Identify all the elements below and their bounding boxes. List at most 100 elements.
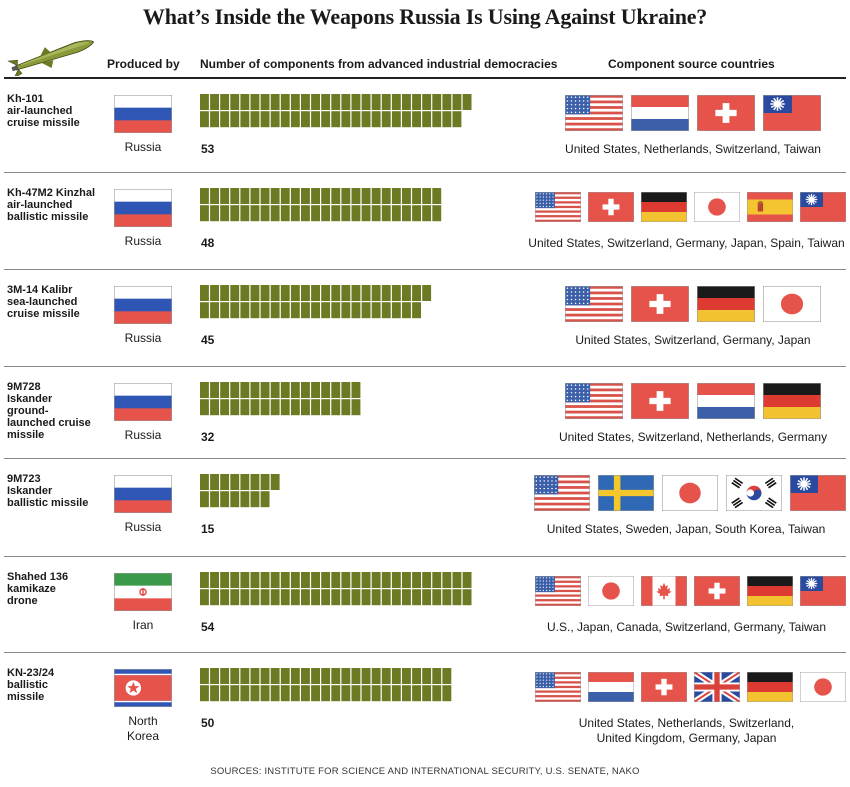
- component-block: [280, 302, 290, 319]
- component-block: [412, 111, 421, 128]
- component-block: [220, 668, 230, 684]
- weapon-name: 3M-14 Kalibr sea-launched cruise missile: [7, 284, 107, 320]
- component-block: [391, 188, 401, 204]
- component-block: [321, 94, 331, 110]
- component-block: [290, 399, 300, 416]
- component-block: [280, 111, 290, 128]
- component-block: [240, 285, 250, 301]
- component-block: [250, 572, 260, 588]
- component-block: [270, 285, 280, 301]
- component-block: [391, 685, 401, 702]
- component-block: [230, 589, 240, 606]
- component-block: [250, 474, 260, 490]
- us-flag-icon: [535, 192, 581, 222]
- component-block: [230, 685, 240, 702]
- weapon-name-line: missile: [7, 691, 45, 703]
- component-block: [412, 685, 421, 702]
- component-block: [412, 205, 421, 222]
- component-block: [220, 205, 230, 222]
- component-block: [361, 302, 371, 319]
- header-produced-by: Produced by: [107, 57, 180, 71]
- component-block: [391, 285, 401, 301]
- component-block: [240, 94, 250, 110]
- component-block: [240, 491, 250, 508]
- component-block: [230, 285, 240, 301]
- component-block: [391, 589, 401, 606]
- switzerland-flag-icon: [588, 192, 634, 222]
- netherlands-flag-icon: [631, 95, 689, 131]
- component-block: [422, 685, 432, 702]
- component-block: [210, 685, 219, 702]
- component-block: [200, 685, 209, 702]
- component-block: [260, 111, 270, 128]
- component-block: [341, 399, 351, 416]
- weapon-name: Shahed 136 kamikaze drone: [7, 571, 107, 607]
- component-block: [381, 94, 391, 110]
- component-block: [290, 685, 300, 702]
- component-block: [331, 382, 341, 398]
- header-sources: Component source countries: [608, 57, 775, 71]
- component-block: [280, 94, 290, 110]
- component-block: [301, 111, 310, 128]
- weapon-name: 9M723 Iskander ballistic missile: [7, 473, 107, 509]
- component-block: [371, 188, 381, 204]
- japan-flag-icon: [662, 475, 718, 511]
- component-block: [311, 302, 320, 319]
- component-block: [432, 685, 442, 702]
- row-divider: [4, 652, 846, 653]
- component-block: [210, 94, 219, 110]
- component-block: [331, 94, 341, 110]
- component-block: [442, 589, 452, 606]
- component-block: [422, 572, 432, 588]
- producer-name-line: North: [128, 714, 158, 728]
- component-block: [240, 572, 250, 588]
- component-block: [371, 302, 381, 319]
- component-block: [230, 474, 240, 490]
- component-block: [331, 668, 341, 684]
- component-block: [402, 302, 411, 319]
- component-block: [351, 685, 361, 702]
- component-block: [311, 382, 320, 398]
- component-block: [321, 111, 331, 128]
- component-block: [200, 111, 209, 128]
- component-block: [301, 589, 310, 606]
- component-block: [311, 685, 320, 702]
- header-rule: [4, 77, 846, 79]
- component-bar: [200, 94, 472, 128]
- component-block: [280, 668, 290, 684]
- component-block: [402, 285, 411, 301]
- component-bar: [200, 382, 361, 416]
- germany-flag-icon: [763, 383, 821, 419]
- component-block: [442, 111, 452, 128]
- component-block: [311, 94, 320, 110]
- component-block: [371, 205, 381, 222]
- component-block: [341, 668, 351, 684]
- component-block: [200, 491, 209, 508]
- component-block: [220, 111, 230, 128]
- component-block: [240, 474, 250, 490]
- switzerland-flag-icon: [631, 286, 689, 322]
- component-count: 50: [201, 716, 215, 730]
- component-block: [402, 111, 411, 128]
- component-block: [301, 382, 310, 398]
- us-flag-icon: [565, 95, 623, 131]
- component-block: [260, 589, 270, 606]
- component-block: [391, 111, 401, 128]
- component-block: [462, 572, 472, 588]
- component-block: [270, 111, 280, 128]
- component-block: [422, 94, 432, 110]
- producer-name: Russia: [114, 140, 172, 155]
- component-block: [391, 205, 401, 222]
- weapon-name-line: launched cruise: [7, 417, 91, 429]
- weapon-name-line: Kh-47M2 Kinzhal: [7, 187, 96, 199]
- component-block: [230, 94, 240, 110]
- netherlands-flag-icon: [588, 672, 634, 702]
- producer-name: Russia: [114, 428, 172, 443]
- component-block: [371, 589, 381, 606]
- component-block: [270, 668, 280, 684]
- japan-flag-icon: [763, 286, 821, 322]
- component-block: [210, 111, 219, 128]
- component-block: [311, 399, 320, 416]
- component-block: [250, 285, 260, 301]
- component-block: [371, 668, 381, 684]
